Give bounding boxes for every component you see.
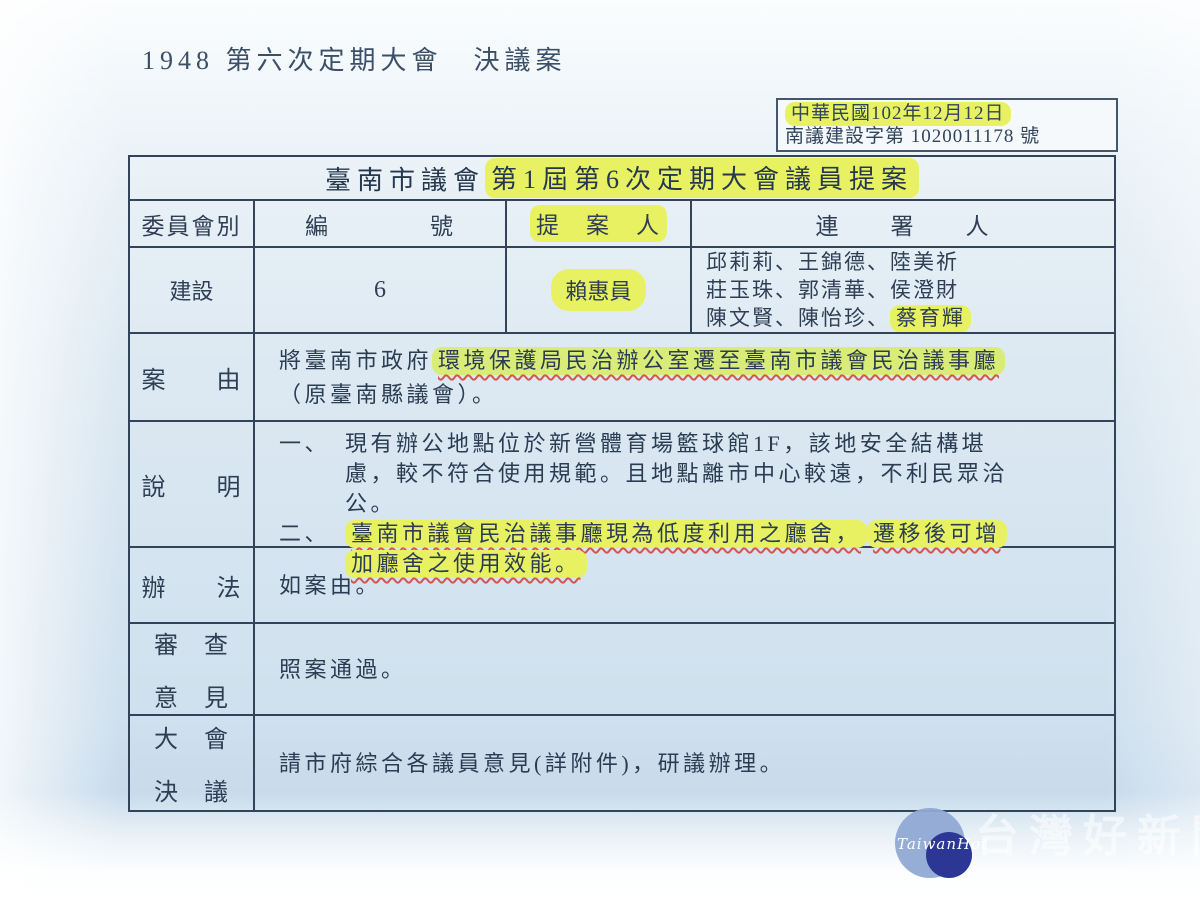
header-proposer-highlight: 提 案 人 — [530, 205, 667, 242]
table-header-row: 委員會別 編 號 提 案 人 連 署 人 — [130, 201, 1114, 248]
cosigners-line: 邱莉莉、王錦德、陸美祈 — [706, 250, 959, 274]
watermark-dark-circle — [926, 832, 972, 878]
committee-value: 建設 — [130, 248, 255, 332]
explanation-item-2-text: 臺南市議會民治議事廳現為低度利用之廳舍， 遷移後可增加廳舍之使用效能。 — [345, 519, 1013, 579]
review-label-line1: 審 查 — [154, 633, 229, 659]
case-label: 案 由 — [130, 334, 255, 420]
explanation-item-1-text: 現有辦公地點位於新營體育場籃球館1F，該地安全結構堪慮，較不符合使用規範。且地點… — [345, 431, 1009, 516]
header-number: 編 號 — [255, 201, 507, 246]
cosigners-line: 莊玉珠、郭清華、侯澄財 — [706, 278, 959, 302]
table-title-row: 臺南市議會 第1屆第6次定期大會議員提案 — [130, 157, 1114, 201]
explanation-row: 說 明 一、 現有辦公地點位於新營體育場籃球館1F，該地安全結構堪慮，較不符合使… — [130, 422, 1114, 578]
table-title-prefix: 臺南市議會 — [324, 165, 485, 195]
taiwanhot-logo-text: TaiwanHot — [897, 835, 989, 853]
cosigners-line3-prefix: 陳文賢、陳怡珍、 — [706, 306, 890, 330]
header-committee: 委員會別 — [130, 201, 255, 246]
cosigners-list: 邱莉莉、王錦德、陸美祈 莊玉珠、郭清華、侯澄財 陳文賢、陳怡珍、 蔡育輝 — [692, 248, 1114, 332]
case-content: 將臺南市政府 環境保護局民治辦公室遷至臺南市議會民治議事廳 （原臺南縣議會）。 — [255, 334, 1114, 420]
proposer-name-highlight: 賴惠員 — [551, 269, 646, 311]
reference-date-highlight: 中華民國102年12月12日 — [785, 102, 1011, 126]
document-title: 1948 第六次定期大會 決議案 — [142, 46, 567, 75]
reference-date-box: 中華民國102年12月12日 南議建設字第 1020011178 號 — [776, 98, 1118, 152]
proposal-number: 6 — [255, 248, 507, 332]
watermark-site-name: 台灣好新聞 — [975, 812, 1200, 861]
reference-date: 中華民國102年12月12日 — [785, 102, 1109, 126]
header-cosigners: 連 署 人 — [815, 213, 991, 239]
cosigners-line: 陳文賢、陳怡珍、 蔡育輝 — [706, 304, 971, 332]
review-label-line2: 意 見 — [154, 686, 229, 712]
case-line2: （原臺南縣議會）。 — [279, 382, 498, 407]
proposal-row: 建設 6 賴惠員 邱莉莉、王錦德、陸美祈 莊玉珠、郭清華、侯澄財 陳文賢、陳怡珍… — [130, 248, 1114, 334]
proposer-name: 賴惠員 — [507, 248, 692, 332]
explanation-item-2-highlight-1: 臺南市議會民治議事廳現為低度利用之廳舍， — [345, 520, 868, 548]
case-line1: 將臺南市政府 環境保護局民治辦公室遷至臺南市議會民治議事廳 — [279, 344, 1102, 378]
method-row: 辦 法 如案由。 — [130, 548, 1114, 624]
assembly-resolution-label: 大 會 決 議 — [130, 716, 255, 810]
explanation-content: 一、 現有辦公地點位於新營體育場籃球館1F，該地安全結構堪慮，較不符合使用規範。… — [255, 422, 1114, 578]
proposal-table: 臺南市議會 第1屆第6次定期大會議員提案 委員會別 編 號 提 案 人 連 署 人… — [128, 155, 1116, 812]
cosigner-highlight: 蔡育輝 — [890, 305, 971, 332]
review-opinion-row: 審 查 意 見 照案通過。 — [130, 624, 1114, 716]
table-title-highlight: 第1屆第6次定期大會議員提案 — [485, 158, 920, 198]
assembly-resolution-content: 請市府綜合各議員意見(詳附件)，研議辦理。 — [279, 751, 786, 776]
explanation-label: 說 明 — [130, 422, 255, 546]
case-line1-prefix: 將臺南市政府 — [279, 348, 433, 373]
explanation-item-1: 一、 現有辦公地點位於新營體育場籃球館1F，該地安全結構堪慮，較不符合使用規範。… — [279, 429, 1102, 519]
explanation-item-2: 二、 臺南市議會民治議事廳現為低度利用之廳舍， 遷移後可增加廳舍之使用效能。 — [279, 519, 1102, 579]
assembly-resolution-row: 大 會 決 議 請市府綜合各議員意見(詳附件)，研議辦理。 — [130, 716, 1114, 810]
resolution-label-line1: 大 會 — [154, 727, 229, 753]
reference-number: 南議建設字第 1020011178 號 — [785, 126, 1041, 147]
case-line1-highlight: 環境保護局民治辦公室遷至臺南市議會民治議事廳 — [432, 347, 1006, 375]
method-label: 辦 法 — [130, 548, 255, 622]
explanation-item-1-number: 一、 — [279, 431, 331, 456]
explanation-item-2-number: 二、 — [279, 521, 331, 546]
case-row: 案 由 將臺南市政府 環境保護局民治辦公室遷至臺南市議會民治議事廳 （原臺南縣議會… — [130, 334, 1114, 422]
method-content: 如案由。 — [279, 573, 382, 598]
header-proposer: 提 案 人 — [507, 201, 692, 246]
review-opinion-label: 審 查 意 見 — [130, 624, 255, 714]
resolution-label-line2: 決 議 — [154, 780, 229, 806]
review-opinion-content: 照案通過。 — [279, 657, 407, 682]
